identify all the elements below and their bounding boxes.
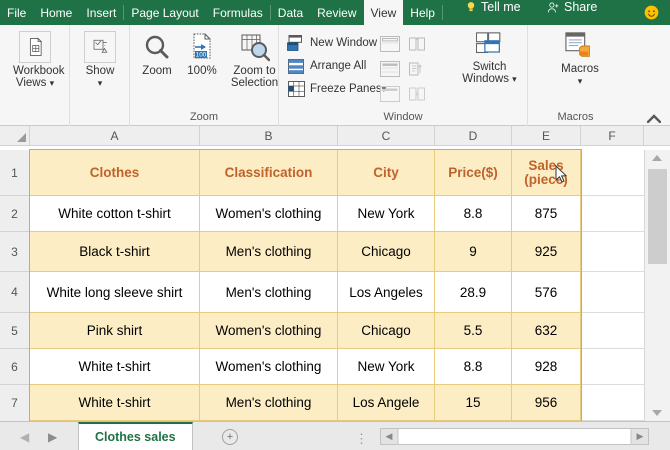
svg-text:100: 100	[196, 52, 207, 59]
